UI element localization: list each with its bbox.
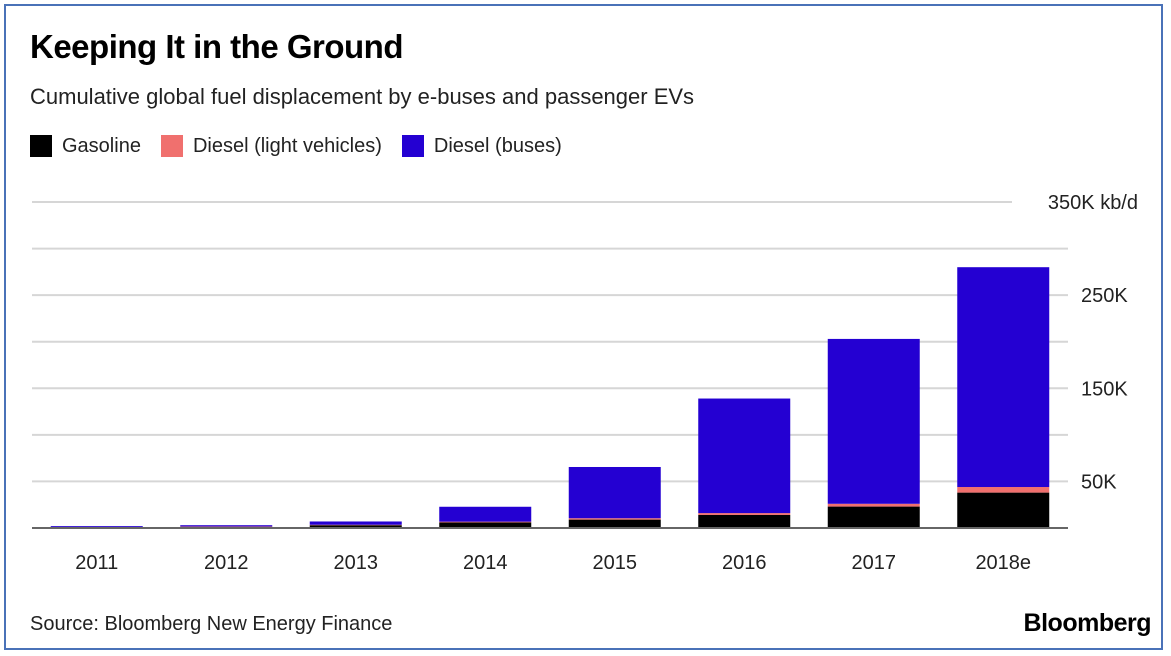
x-tick-label: 2011 xyxy=(75,552,118,574)
bar-diesel-light xyxy=(439,521,532,523)
legend-label-gasoline: Gasoline xyxy=(62,134,141,157)
bar-diesel-buses xyxy=(50,526,143,528)
y-tick-label: 150K xyxy=(1081,378,1128,400)
bar-diesel-buses xyxy=(180,525,273,527)
legend-item-diesel-light: Diesel (light vehicles) xyxy=(160,134,382,158)
chart-subtitle: Cumulative global fuel displacement by e… xyxy=(30,84,695,109)
y-tick-label: 350K kb/d xyxy=(1048,192,1138,214)
x-tick-label: 2015 xyxy=(593,552,638,574)
x-tick-label: 2013 xyxy=(334,552,379,574)
brand-logo: Bloomberg xyxy=(1023,609,1152,637)
x-tick-label: 2017 xyxy=(852,552,897,574)
bar-diesel-buses xyxy=(827,338,920,504)
bar-diesel-light xyxy=(957,487,1050,493)
bar-diesel-buses xyxy=(698,398,791,514)
x-tick-label: 2016 xyxy=(722,552,767,574)
y-tick-label: 250K xyxy=(1081,285,1128,307)
y-tick-label: 50K xyxy=(1081,471,1117,493)
bar-diesel-light xyxy=(568,518,661,520)
legend-item-gasoline: Gasoline xyxy=(30,135,141,158)
chart-legend: Gasoline Diesel (light vehicles) Diesel … xyxy=(30,132,582,160)
bar-diesel-buses xyxy=(439,506,532,522)
x-tick-label: 2018e xyxy=(975,552,1031,574)
bar-diesel-light xyxy=(698,513,791,515)
bar-gasoline xyxy=(439,522,532,528)
chart-title: Keeping It in the Ground xyxy=(30,28,403,65)
x-tick-label: 2012 xyxy=(204,552,249,574)
bar-gasoline xyxy=(568,519,661,528)
legend-label-diesel-light: Diesel (light vehicles) xyxy=(192,134,382,157)
legend-swatch-diesel-light xyxy=(160,135,183,157)
bar-diesel-buses xyxy=(309,521,402,525)
bar-diesel-buses xyxy=(568,466,661,519)
legend-label-diesel-buses: Diesel (buses) xyxy=(433,134,562,157)
legend-item-diesel-buses: Diesel (buses) xyxy=(401,134,562,158)
x-tick-label: 2014 xyxy=(463,552,508,574)
bar-diesel-light xyxy=(827,503,920,507)
bar-gasoline xyxy=(309,525,402,528)
bar-diesel-buses xyxy=(957,267,1050,488)
bar-gasoline xyxy=(957,492,1050,528)
chart-source: Source: Bloomberg New Energy Finance xyxy=(30,613,393,635)
bar-gasoline xyxy=(698,514,791,528)
bar-gasoline xyxy=(827,506,920,528)
legend-swatch-gasoline xyxy=(30,135,52,157)
legend-swatch-diesel-buses xyxy=(401,135,424,157)
